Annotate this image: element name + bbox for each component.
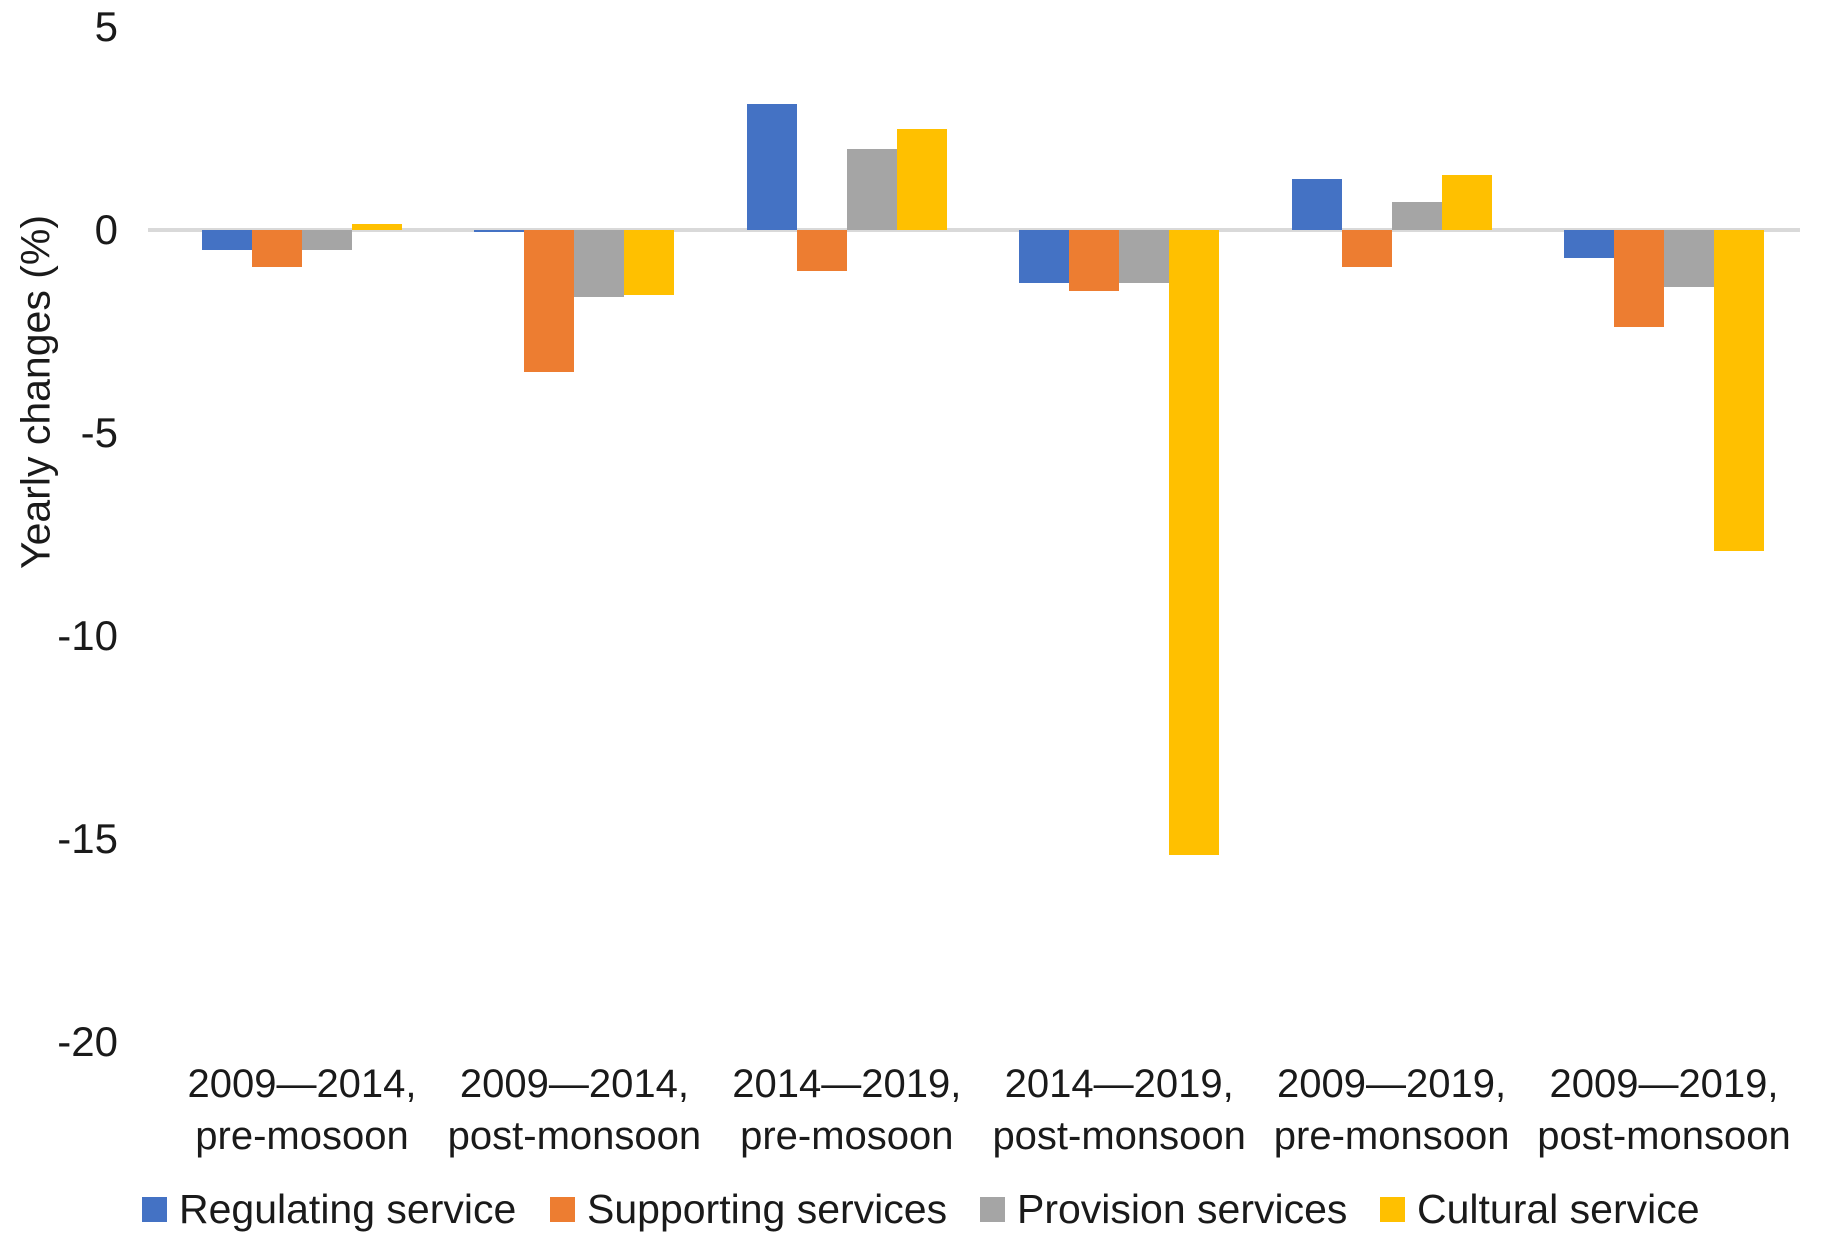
- supporting-services-bar-2: [524, 230, 575, 373]
- legend-label: Provision services: [1017, 1185, 1348, 1232]
- supporting-services-bar-5: [1341, 230, 1392, 267]
- legend-label: Regulating service: [179, 1185, 517, 1232]
- legend-item-regulating-service: Regulating service: [142, 1186, 516, 1232]
- y-tick-5: 5: [94, 3, 118, 50]
- legend-swatch-icon: [550, 1196, 575, 1222]
- supporting-services-bar-4: [1069, 230, 1120, 291]
- x-label-line: pre-mosoon: [195, 1114, 409, 1158]
- x-label-line: pre-mosoon: [740, 1114, 954, 1158]
- provision-services-bar-5: [1391, 201, 1442, 230]
- legend-item-provision-services: Provision services: [980, 1186, 1347, 1232]
- x-label-4: 2014—2019, post-monsoon: [979, 1058, 1259, 1162]
- supporting-services-bar-1: [252, 230, 302, 267]
- cultural-service-bar-4: [1169, 230, 1220, 856]
- supporting-services-bar-6: [1614, 230, 1664, 328]
- cultural-service-bar-6: [1714, 230, 1764, 551]
- cultural-service-bar-2: [624, 230, 675, 295]
- regulating-service-bar-5: [1291, 179, 1342, 230]
- legend-item-cultural-service: Cultural service: [1380, 1186, 1700, 1232]
- x-axis-line: [148, 228, 1800, 232]
- provision-services-bar-4: [1119, 230, 1170, 283]
- supporting-services-bar-3: [796, 230, 847, 271]
- y-tick--20: -20: [57, 1018, 118, 1065]
- x-label-2: 2009—2014, post-monsoon: [434, 1058, 714, 1162]
- x-label-line: post-monsoon: [992, 1114, 1246, 1158]
- x-label-line: 2009—2014,: [459, 1062, 689, 1106]
- x-label-6: 2009—2019, post-monsoon: [1524, 1058, 1804, 1162]
- legend-swatch-icon: [142, 1196, 167, 1222]
- x-label-line: 2009—2014,: [187, 1062, 417, 1106]
- cultural-service-bar-3: [896, 128, 947, 230]
- cultural-service-bar-5: [1441, 175, 1492, 230]
- provision-services-bar-3: [846, 148, 897, 230]
- provision-services-bar-6: [1664, 230, 1714, 287]
- x-label-line: 2009—2019,: [1549, 1062, 1779, 1106]
- legend-item-supporting-services: Supporting services: [550, 1186, 947, 1232]
- regulating-service-bar-1: [202, 230, 252, 251]
- x-label-1: 2009—2014, pre-mosoon: [162, 1058, 442, 1162]
- x-label-3: 2014—2019, pre-mosoon: [707, 1058, 987, 1162]
- x-label-line: pre-monsoon: [1273, 1114, 1510, 1158]
- regulating-service-bar-3: [746, 104, 797, 230]
- legend-swatch-icon: [980, 1196, 1005, 1222]
- provision-services-bar-1: [302, 230, 352, 251]
- y-tick-0: 0: [94, 206, 118, 253]
- x-label-line: 2014—2019,: [1004, 1062, 1234, 1106]
- legend-label: Supporting services: [587, 1185, 948, 1232]
- cultural-service-bar-1: [352, 223, 402, 230]
- y-tick--5: -5: [80, 409, 118, 456]
- legend-swatch-icon: [1380, 1196, 1405, 1222]
- x-label-5: 2009—2019, pre-monsoon: [1252, 1058, 1532, 1162]
- y-axis-title: Yearly changes (%): [12, 214, 59, 570]
- legend-label: Cultural service: [1417, 1185, 1700, 1232]
- y-tick--15: -15: [57, 815, 118, 862]
- regulating-service-bar-2: [474, 230, 525, 233]
- x-label-line: post-monsoon: [447, 1114, 702, 1158]
- regulating-service-bar-4: [1019, 230, 1070, 283]
- x-label-line: 2014—2019,: [732, 1062, 962, 1106]
- x-label-line: post-monsoon: [1537, 1114, 1791, 1158]
- provision-services-bar-2: [574, 230, 625, 297]
- x-label-line: 2009—2019,: [1277, 1062, 1507, 1106]
- regulating-service-bar-6: [1564, 230, 1614, 259]
- y-tick--10: -10: [57, 612, 118, 659]
